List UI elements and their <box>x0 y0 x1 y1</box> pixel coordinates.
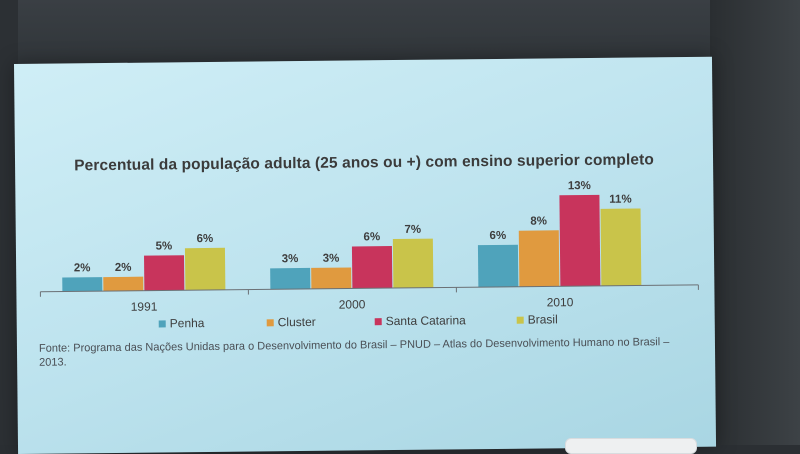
bar-cluster-2010 <box>519 230 560 286</box>
legend-label: Penha <box>170 316 205 330</box>
bar-penha-2010 <box>478 245 518 287</box>
data-label: 5% <box>156 240 173 252</box>
legend-swatch <box>517 317 524 324</box>
bar-cluster-2000 <box>311 267 351 288</box>
bar-cluster-1991 <box>103 277 143 291</box>
data-label: 8% <box>530 215 547 227</box>
bar-penha-1991 <box>62 277 102 291</box>
data-label: 3% <box>282 253 299 265</box>
bar-chart: 2%2%5%6%19913%3%6%7%20006%8%13%11%2010Pe… <box>14 57 716 454</box>
bar-santa-catarina-2010 <box>559 195 600 286</box>
data-label: 2% <box>74 262 91 274</box>
bar-santa-catarina-2000 <box>352 246 392 288</box>
data-label: 13% <box>568 180 591 192</box>
legend-swatch <box>267 319 274 326</box>
data-label: 6% <box>196 233 213 245</box>
data-label: 3% <box>323 253 340 265</box>
legend-label: Santa Catarina <box>386 313 467 328</box>
bar-santa-catarina-1991 <box>144 255 184 290</box>
x-tick-label: 1991 <box>131 300 158 314</box>
wall-right <box>710 0 800 445</box>
bar-brasil-1991 <box>185 248 225 290</box>
data-label: 6% <box>489 230 506 242</box>
x-tick-label: 2010 <box>547 295 574 309</box>
bar-brasil-2010 <box>601 208 642 285</box>
x-tick-label: 2000 <box>339 297 366 311</box>
data-label: 6% <box>363 231 380 243</box>
data-label: 2% <box>115 262 132 274</box>
bar-brasil-2000 <box>393 239 434 288</box>
legend-swatch <box>159 320 166 327</box>
bar-penha-2000 <box>270 268 310 289</box>
remote-device <box>565 438 697 454</box>
data-label: 7% <box>404 224 421 236</box>
legend-swatch <box>375 318 382 325</box>
legend-label: Brasil <box>528 312 558 326</box>
data-label: 11% <box>609 194 632 206</box>
legend-label: Cluster <box>278 315 316 329</box>
projection-screen: Percentual da população adulta (25 anos … <box>14 57 716 454</box>
